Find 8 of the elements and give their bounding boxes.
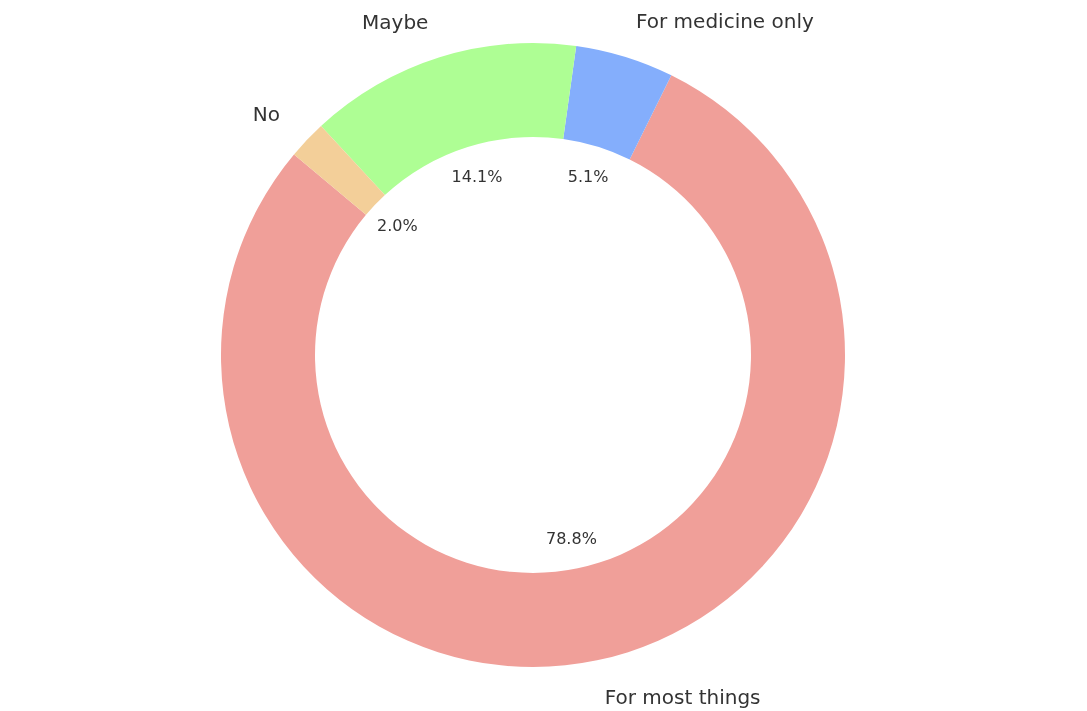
slice-label: Maybe xyxy=(362,9,429,34)
data-label: 5.1% xyxy=(567,166,609,186)
slice-label: No xyxy=(252,102,280,127)
data-label: 78.8% xyxy=(546,528,597,548)
slice-label: For medicine only xyxy=(635,9,814,34)
slice-label: For most things xyxy=(604,685,761,710)
data-label: 2.0% xyxy=(377,216,418,236)
data-label: 14.1% xyxy=(451,166,503,186)
